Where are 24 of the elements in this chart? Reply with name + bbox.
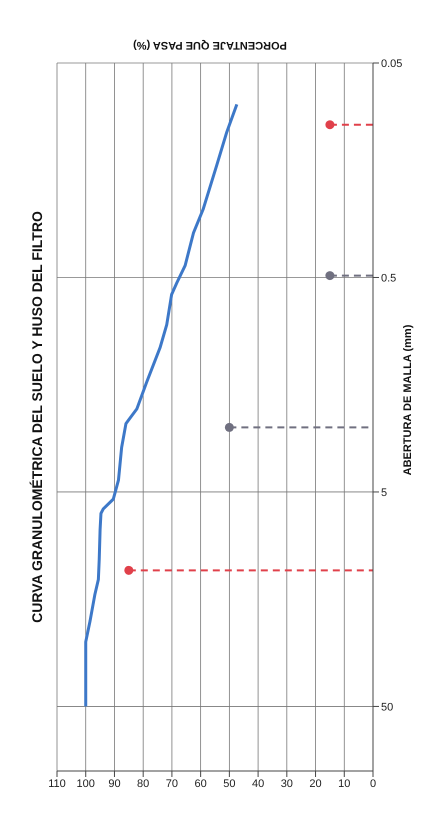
x-tick-label: 40 xyxy=(252,778,264,790)
y-tick-label: 50 xyxy=(381,701,394,714)
point xyxy=(325,120,334,130)
x-tick-label: 0 xyxy=(370,778,376,790)
point xyxy=(124,566,134,575)
x-tick-label: 110 xyxy=(48,778,66,790)
point xyxy=(224,422,234,432)
y-tick-label: 0.5 xyxy=(381,272,396,284)
y-tick-label: 0.05 xyxy=(381,58,402,70)
line-series xyxy=(84,102,238,708)
y-tick-label: 5 xyxy=(381,486,388,499)
x-tick-label: 10 xyxy=(338,778,350,790)
x-tick-label: 100 xyxy=(76,778,95,790)
y-axis-title: ABERTURA DE MALLA (mm) xyxy=(402,324,414,476)
x-tick-label: 80 xyxy=(137,778,150,790)
x-tick-label: 90 xyxy=(108,778,121,790)
x-tick-label: 30 xyxy=(280,778,293,790)
x-tick-label: 60 xyxy=(194,778,207,790)
x-tick-label: 20 xyxy=(309,778,322,790)
x-tick-label: 50 xyxy=(223,778,236,790)
text: CURVA GRANULOMÉTRICA DEL SUELO Y HUSO DEL FILTRO xyxy=(29,211,45,623)
point xyxy=(325,271,334,280)
x-tick-label: 70 xyxy=(166,778,178,790)
x-axis-title: PORCENTAJE QUE PASA (%) xyxy=(133,39,287,51)
